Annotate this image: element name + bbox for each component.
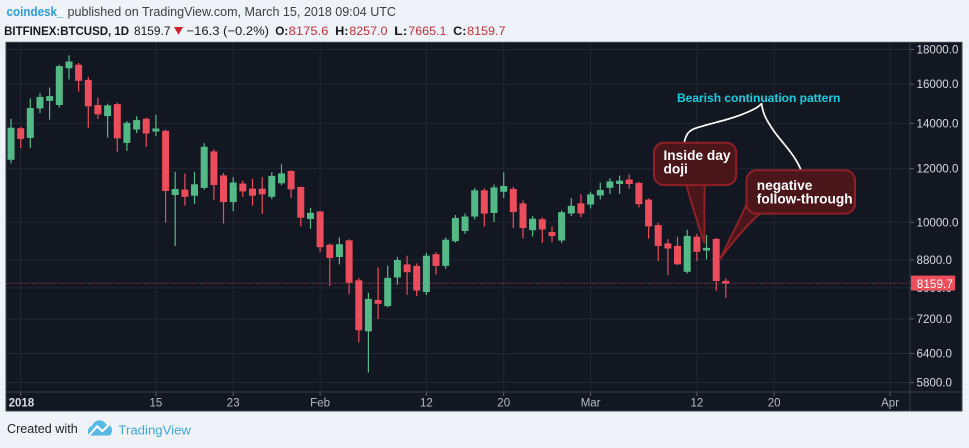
svg-text:8159.7: 8159.7 <box>917 277 953 291</box>
svg-text:8257.0: 8257.0 <box>349 24 387 38</box>
svg-text:6400.0: 6400.0 <box>917 348 952 361</box>
svg-text:Mar: Mar <box>581 397 601 409</box>
svg-text:8800.0: 8800.0 <box>917 254 952 267</box>
svg-text:negative: negative <box>757 178 813 193</box>
svg-text:23: 23 <box>227 397 240 409</box>
svg-text:−16.3 (−0.2%): −16.3 (−0.2%) <box>187 24 270 38</box>
svg-text:Feb: Feb <box>310 397 330 409</box>
svg-text:12000.0: 12000.0 <box>917 163 959 176</box>
svg-text:5800.0: 5800.0 <box>917 377 952 390</box>
svg-text:2018: 2018 <box>9 397 35 409</box>
svg-text:follow-through: follow-through <box>757 191 853 206</box>
svg-text:Bearish continuation pattern: Bearish continuation pattern <box>677 91 840 105</box>
svg-text:coindesk_: coindesk_ <box>7 5 65 19</box>
svg-text:8159.7: 8159.7 <box>467 24 506 38</box>
svg-text:8159.7: 8159.7 <box>134 24 171 38</box>
svg-text:H:: H: <box>335 24 348 38</box>
svg-text:14000.0: 14000.0 <box>917 117 959 130</box>
svg-text:C:: C: <box>453 24 466 38</box>
svg-text:Apr: Apr <box>881 397 899 409</box>
svg-text:O:: O: <box>275 24 288 38</box>
svg-text:12: 12 <box>420 397 433 409</box>
svg-text:Created with: Created with <box>7 422 78 436</box>
svg-text:10000.0: 10000.0 <box>917 216 959 229</box>
svg-text:TradingView: TradingView <box>118 422 191 437</box>
svg-text:published on TradingView.com,: published on TradingView.com, March 15, … <box>68 5 397 19</box>
svg-text:doji: doji <box>664 162 688 177</box>
svg-text:20: 20 <box>768 397 781 409</box>
svg-text:L:: L: <box>394 24 407 38</box>
svg-text:12: 12 <box>691 397 704 409</box>
svg-text:7200.0: 7200.0 <box>917 313 952 326</box>
svg-text:Inside day: Inside day <box>664 148 731 163</box>
svg-text:7665.1: 7665.1 <box>408 24 446 38</box>
svg-text:BITFINEX:BTCUSD, 1D: BITFINEX:BTCUSD, 1D <box>4 24 129 38</box>
svg-text:15: 15 <box>150 397 163 409</box>
svg-text:8175.6: 8175.6 <box>289 24 329 38</box>
svg-text:20: 20 <box>497 397 510 409</box>
svg-text:16000.0: 16000.0 <box>917 78 959 91</box>
svg-text:18000.0: 18000.0 <box>917 44 959 57</box>
